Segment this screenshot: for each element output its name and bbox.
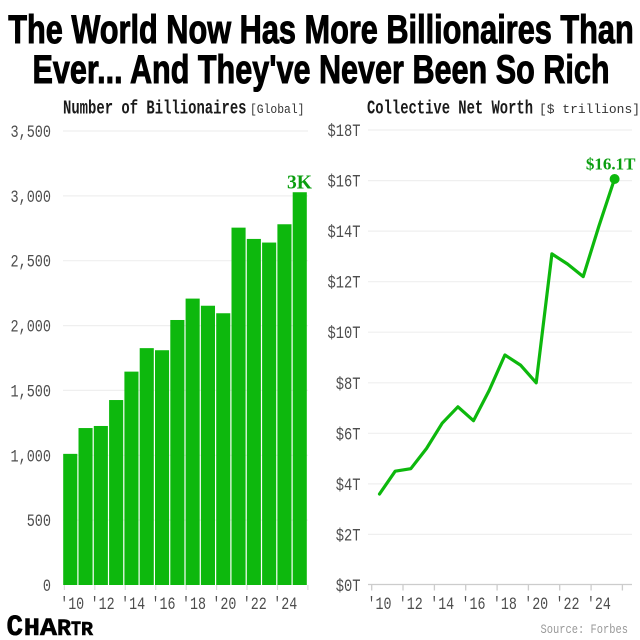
svg-text:'20: '20 bbox=[212, 596, 236, 615]
svg-text:'16: '16 bbox=[152, 596, 176, 615]
svg-text:$18T: $18T bbox=[328, 123, 361, 142]
svg-text:2,000: 2,000 bbox=[11, 319, 52, 338]
svg-text:'16: '16 bbox=[462, 596, 486, 615]
svg-text:'24: '24 bbox=[273, 596, 297, 615]
svg-text:The World Now Has More Billion: The World Now Has More Billionaires Than bbox=[8, 8, 634, 52]
svg-text:'12: '12 bbox=[399, 596, 423, 615]
svg-text:'10: '10 bbox=[60, 596, 84, 615]
svg-text:'12: '12 bbox=[91, 596, 115, 615]
svg-text:A: A bbox=[40, 614, 58, 640]
svg-text:Ever... And They've Never Been: Ever... And They've Never Been So Rich bbox=[33, 48, 610, 92]
svg-text:$12T: $12T bbox=[328, 275, 361, 294]
svg-text:'18: '18 bbox=[493, 596, 517, 615]
svg-text:'14: '14 bbox=[430, 596, 454, 615]
svg-text:Source: Forbes: Source: Forbes bbox=[541, 622, 629, 637]
svg-text:R: R bbox=[57, 616, 71, 640]
svg-text:1,500: 1,500 bbox=[11, 383, 52, 402]
svg-text:'22: '22 bbox=[556, 596, 580, 615]
svg-text:3K: 3K bbox=[287, 172, 313, 193]
svg-text:$16.1T: $16.1T bbox=[586, 155, 636, 174]
svg-text:Number of Billionaires: Number of Billionaires bbox=[63, 97, 247, 119]
svg-text:$2T: $2T bbox=[336, 527, 361, 546]
svg-text:'22: '22 bbox=[243, 596, 267, 615]
svg-text:H: H bbox=[24, 614, 40, 640]
svg-text:'10: '10 bbox=[368, 596, 392, 615]
svg-text:R: R bbox=[81, 619, 93, 640]
svg-text:2,500: 2,500 bbox=[11, 254, 52, 273]
svg-text:0: 0 bbox=[43, 578, 51, 597]
svg-text:$8T: $8T bbox=[336, 376, 361, 395]
svg-text:$6T: $6T bbox=[336, 426, 361, 445]
svg-text:$4T: $4T bbox=[336, 477, 361, 496]
svg-text:'14: '14 bbox=[121, 596, 145, 615]
svg-text:Collective Net Worth: Collective Net Worth bbox=[367, 97, 533, 119]
svg-text:'20: '20 bbox=[524, 596, 548, 615]
svg-text:3,500: 3,500 bbox=[11, 124, 52, 143]
svg-text:1,000: 1,000 bbox=[11, 448, 52, 467]
svg-text:'24: '24 bbox=[587, 596, 611, 615]
svg-text:3,000: 3,000 bbox=[11, 189, 52, 208]
svg-text:$10T: $10T bbox=[328, 325, 361, 344]
svg-text:C: C bbox=[7, 611, 24, 640]
svg-text:$0T: $0T bbox=[336, 578, 361, 597]
svg-text:500: 500 bbox=[27, 513, 51, 532]
svg-text:'18: '18 bbox=[182, 596, 206, 615]
svg-text:[$ trillions]: [$ trillions] bbox=[539, 102, 640, 117]
svg-text:[Global]: [Global] bbox=[250, 102, 305, 117]
svg-text:$14T: $14T bbox=[328, 224, 361, 243]
svg-text:$16T: $16T bbox=[328, 174, 361, 193]
svg-text:T: T bbox=[71, 619, 81, 640]
